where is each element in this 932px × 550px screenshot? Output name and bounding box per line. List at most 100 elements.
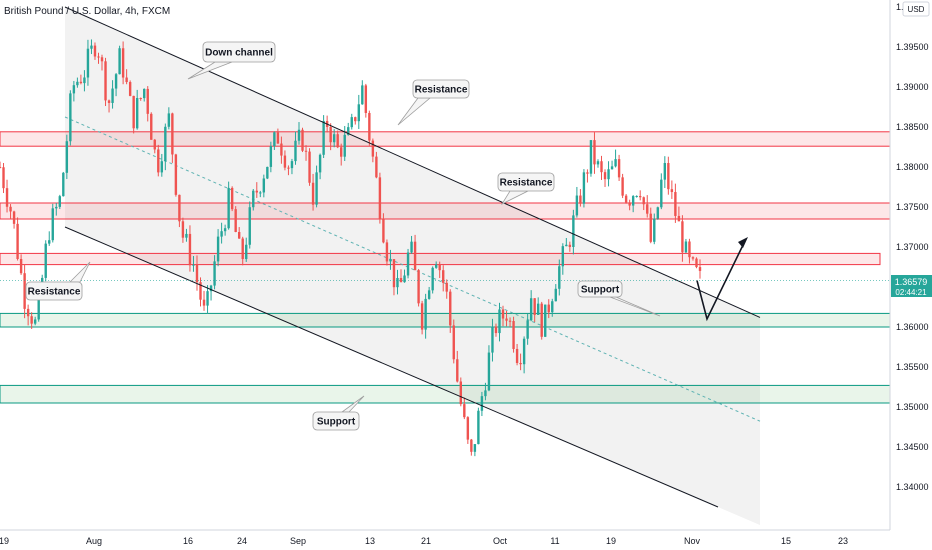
price-tick-label: 1.38500 (896, 122, 929, 132)
time-tick-label: 24 (237, 536, 247, 546)
annotation-resistance-3: Resistance (25, 261, 91, 301)
candle-body (456, 359, 459, 382)
annotation-box (202, 41, 276, 63)
candle-body (589, 140, 593, 174)
candle-body (593, 140, 596, 165)
candle-body (575, 195, 579, 216)
candle-body (371, 140, 375, 157)
candle-body (16, 223, 19, 260)
candle-body (12, 211, 16, 224)
candle-body (308, 151, 311, 183)
candle-body (118, 48, 121, 75)
candle-body (413, 241, 417, 271)
candle-body (167, 113, 171, 127)
candle-body (329, 126, 332, 143)
candle-body (642, 197, 645, 205)
candle-body (427, 290, 431, 299)
candle-body (248, 207, 251, 245)
annotation-support-1: Support (577, 280, 661, 317)
candle-body (459, 381, 463, 405)
candle-body (596, 161, 600, 165)
candle-body (69, 93, 72, 142)
resistance-zone (0, 131, 891, 147)
candle-body (19, 259, 23, 274)
time-tick-label: 16 (183, 536, 193, 546)
candle-body (628, 202, 631, 206)
candle-body (2, 167, 5, 189)
channel-upper-line (64, 6, 761, 318)
candle-body (442, 270, 445, 283)
annotation-box (312, 411, 360, 431)
candle-body (276, 132, 280, 144)
time-tick-label: 19 (606, 536, 616, 546)
price-tick-label: 1.35000 (896, 402, 929, 412)
candle-body (385, 242, 389, 262)
candle-body (5, 188, 9, 207)
candle-body (396, 278, 399, 288)
candle-body (582, 172, 586, 204)
candle-body (199, 282, 202, 300)
candle-body (533, 298, 536, 315)
candle-body (135, 98, 139, 129)
candle-body (361, 85, 364, 105)
time-tick-label: 21 (421, 536, 431, 546)
candle-body (206, 291, 209, 306)
currency-badge[interactable] (902, 1, 930, 17)
candle-body (579, 195, 582, 204)
candle-body (157, 149, 160, 173)
candle-body (287, 167, 290, 169)
price-tick-label: 1.39000 (896, 82, 929, 92)
candle-body (547, 304, 550, 313)
candle-body (667, 163, 670, 190)
candle-body (558, 266, 561, 289)
last-price-badge (891, 275, 932, 297)
candle-body (656, 207, 659, 219)
candle-body (290, 161, 294, 169)
candle-body (445, 282, 448, 292)
price-tick-label: 1.35500 (896, 362, 929, 372)
candle-body (540, 303, 543, 337)
candle-body (104, 61, 107, 101)
candle-body (111, 88, 114, 103)
price-tick-label: 1.34500 (896, 442, 929, 452)
candle-body (9, 206, 12, 212)
price-axis-bg (890, 0, 932, 530)
annotation-resistance-1: Resistance (397, 79, 470, 126)
candle-body (350, 117, 353, 128)
candle-body (44, 243, 47, 278)
candle-body (382, 219, 385, 243)
time-tick-label: Sep (290, 536, 306, 546)
candle-body (392, 259, 396, 288)
projection-path (696, 242, 745, 322)
candle-body (273, 132, 276, 147)
candle-body (572, 215, 575, 247)
candle-body (529, 298, 533, 321)
candle-body (185, 233, 188, 238)
candle-body (660, 179, 663, 208)
time-tick-label: Aug (86, 536, 102, 546)
candle-body (297, 129, 301, 141)
candle-body (37, 293, 40, 320)
candle-body (125, 77, 128, 83)
candle-body (65, 141, 69, 173)
candle-body (304, 150, 308, 152)
candle-body (33, 319, 37, 324)
candle-body (420, 303, 424, 330)
candle-body (107, 100, 111, 103)
candle-body (209, 285, 213, 292)
candle-body (470, 439, 473, 452)
candle-body (294, 140, 297, 162)
candle-body (343, 134, 346, 157)
candle-body (100, 57, 104, 62)
candle-body (347, 127, 350, 135)
candle-body (508, 320, 512, 322)
candle-body (72, 85, 76, 94)
last-price-value: 1.36579 (895, 277, 928, 287)
candle-body (536, 303, 540, 315)
candle-body (58, 196, 61, 207)
candle-body (143, 88, 146, 99)
candle-body (434, 264, 438, 268)
time-axis-bg (0, 530, 932, 550)
candle-body (554, 288, 557, 302)
time-tick-label: Oct (493, 536, 508, 546)
